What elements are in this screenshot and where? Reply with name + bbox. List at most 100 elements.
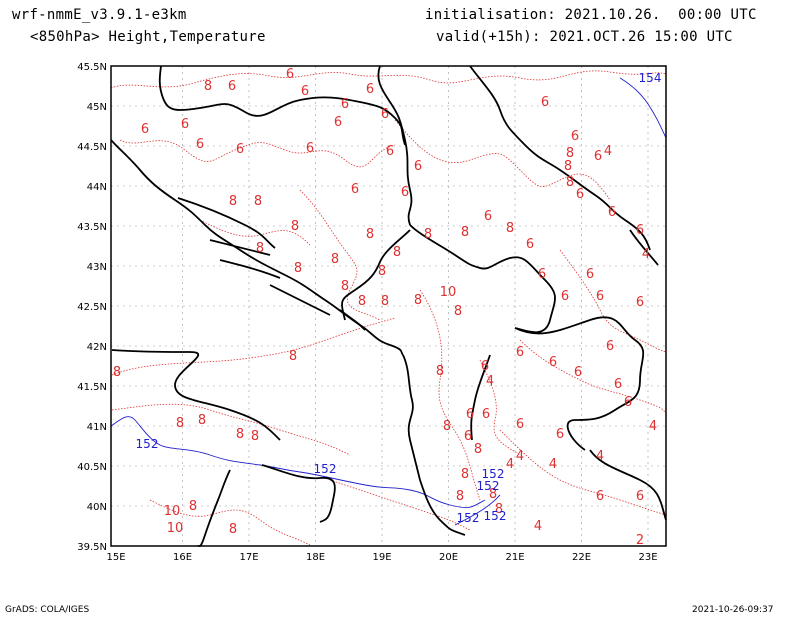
temperature-label: 6: [466, 407, 474, 422]
map-frame: [110, 65, 667, 547]
temperature-label: 6: [414, 159, 422, 174]
temperature-label: 8: [456, 489, 464, 504]
temperature-label: 6: [614, 377, 622, 392]
temperature-label: 6: [516, 345, 524, 360]
temperature-label: 8: [566, 175, 574, 190]
temperature-label: 6: [482, 407, 490, 422]
height-label: 152: [484, 509, 507, 523]
lat-tick-label: 43N: [87, 262, 107, 273]
lat-tick-label: 45N: [87, 102, 107, 113]
map-grid: [111, 66, 666, 546]
temperature-label: 6: [574, 365, 582, 380]
height-contours: [110, 77, 667, 526]
temperature-label: 6: [636, 223, 644, 238]
temperature-label: 6: [286, 67, 294, 82]
lat-tick-label: 41.5N: [77, 382, 107, 393]
height-label: 152: [477, 479, 500, 493]
temperature-label: 4: [604, 144, 612, 159]
temperature-label: 8: [566, 146, 574, 161]
lat-tick-label: 40N: [87, 502, 107, 513]
temperature-label: 6: [594, 149, 602, 164]
temperature-label: 8: [461, 225, 469, 240]
temperature-label: 8: [113, 365, 121, 380]
temperature-label: 6: [386, 144, 394, 159]
temperature-label: 6: [181, 117, 189, 132]
temperature-label: 6: [334, 115, 342, 130]
temperature-label: 4: [549, 457, 557, 472]
temperature-label: 6: [381, 107, 389, 122]
axis-labels: 15E 16E 17E 18E 19E 20E 21E 22E 23E 45.5N 45N 44.5N…: [77, 62, 657, 563]
temperature-label: 8: [366, 227, 374, 242]
temperature-label: 8: [236, 427, 244, 442]
temperature-label: 8: [474, 442, 482, 457]
temperature-label: 6: [484, 209, 492, 224]
init-time: initialisation: 2021.10.26. 00:00 UTC: [425, 7, 757, 23]
temperature-label: 4: [642, 247, 650, 262]
height-label: 152: [482, 467, 505, 481]
temperature-label: 8: [204, 79, 212, 94]
lon-tick-label: 21E: [505, 552, 524, 563]
temperature-label: 8: [289, 349, 297, 364]
temperature-label: 8: [381, 294, 389, 309]
temperature-label: 6: [306, 141, 314, 156]
lon-tick-label: 23E: [638, 552, 657, 563]
product-title: <850hPa> Height,Temperature: [30, 29, 266, 45]
temperature-label: 4: [506, 457, 514, 472]
temperature-label: 6: [341, 97, 349, 112]
lat-tick-label: 39.5N: [77, 542, 107, 553]
temperature-label: 8: [506, 221, 514, 236]
temperature-label: 10: [164, 504, 181, 519]
height-label: 154: [639, 71, 662, 85]
lat-tick-label: 42N: [87, 342, 107, 353]
model-title: wrf-nmmE_v3.9.1-e3km: [12, 7, 187, 23]
temperature-label: 6: [481, 359, 489, 374]
height-label: 152: [136, 437, 159, 451]
temperature-label: 8: [564, 159, 572, 174]
lon-tick-label: 17E: [239, 552, 258, 563]
temperature-label: 6: [516, 417, 524, 432]
temperature-label: 8: [436, 364, 444, 379]
footer-source: GrADS: COLA/IGES: [5, 605, 90, 615]
height-label: 152: [314, 462, 337, 476]
temperature-label: 6: [606, 339, 614, 354]
temperature-label: 8: [461, 467, 469, 482]
temperature-contours: [110, 70, 667, 546]
temperature-label: 8: [495, 502, 503, 517]
lat-tick-label: 44N: [87, 182, 107, 193]
lat-tick-label: 45.5N: [77, 62, 107, 73]
temperature-label: 8: [189, 499, 197, 514]
coastlines-borders: [110, 65, 667, 547]
temperature-label: 6: [228, 79, 236, 94]
temperature-label: 8: [424, 227, 432, 242]
temperature-label: 8: [254, 194, 262, 209]
temperature-label: 6: [636, 489, 644, 504]
temperature-label: 6: [366, 82, 374, 97]
lat-tick-label: 42.5N: [77, 302, 107, 313]
lon-tick-label: 20E: [439, 552, 458, 563]
footer-timestamp: 2021-10-26-09:37: [692, 605, 774, 615]
temperature-label: 8: [341, 279, 349, 294]
temperature-label: 6: [586, 267, 594, 282]
temperature-label: 6: [301, 84, 309, 99]
temperature-label: 6: [541, 95, 549, 110]
temperature-label: 6: [596, 289, 604, 304]
temperature-label: 6: [538, 267, 546, 282]
height-label: 152: [457, 511, 480, 525]
temperature-label: 8: [229, 194, 237, 209]
temperature-label: 4: [596, 449, 604, 464]
temperature-label: 6: [608, 205, 616, 220]
lat-tick-label: 44.5N: [77, 142, 107, 153]
lat-tick-label: 40.5N: [77, 462, 107, 473]
lon-tick-label: 16E: [173, 552, 192, 563]
temperature-label: 8: [176, 416, 184, 431]
temperature-label: 4: [649, 419, 657, 434]
temperature-label: 8: [198, 413, 206, 428]
temperature-label: 8: [331, 252, 339, 267]
temperature-label: 6: [351, 182, 359, 197]
temperature-label: 6: [196, 137, 204, 152]
temperature-label: 10: [167, 521, 184, 536]
temperature-label: 4: [486, 374, 494, 389]
temperature-label: 8: [414, 293, 422, 308]
